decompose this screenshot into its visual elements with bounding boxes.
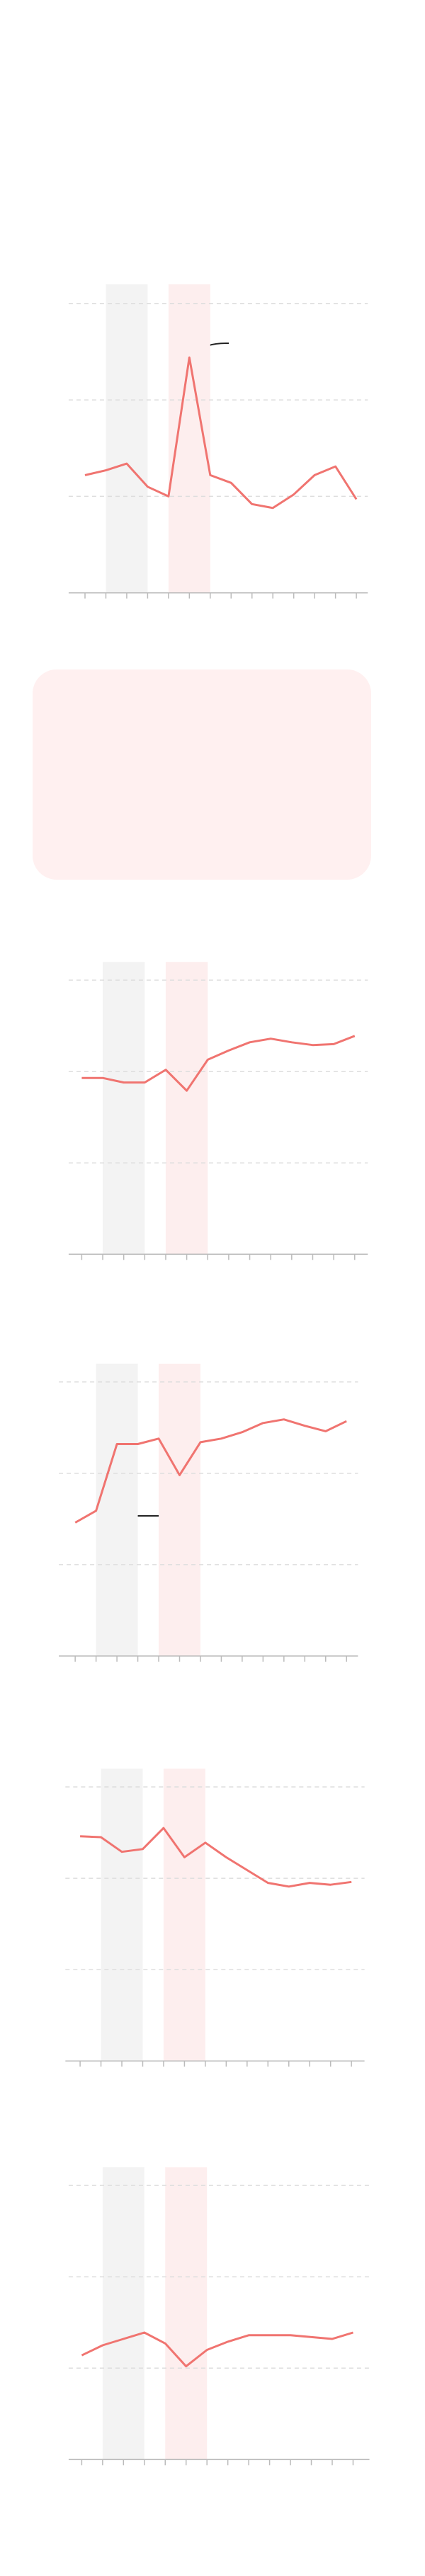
data-line — [84, 356, 358, 510]
shaded-band — [163, 1769, 205, 2062]
data-line — [74, 1418, 347, 1524]
shaded-band — [103, 962, 145, 1255]
data-line — [80, 1827, 352, 1888]
shaded-band — [101, 1769, 143, 2062]
shaded-band — [165, 962, 208, 1255]
shaded-band — [159, 1363, 200, 1656]
shaded-band — [165, 2167, 208, 2460]
shaded-band — [106, 284, 148, 593]
shaded-band — [102, 2167, 144, 2460]
data-line — [81, 1035, 356, 1092]
callout-box — [33, 669, 371, 880]
shaded-band — [96, 1363, 138, 1656]
data-line — [81, 2331, 353, 2368]
